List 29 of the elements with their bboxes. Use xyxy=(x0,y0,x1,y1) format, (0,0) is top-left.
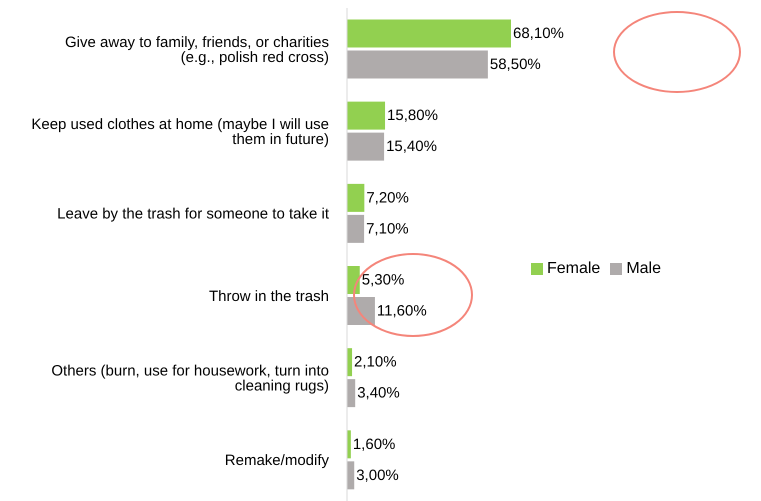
bar xyxy=(347,379,356,408)
y-tick-label: Others (burn, use for housework, turn into cleaning rugs) xyxy=(51,362,330,395)
data-label: 68,10% xyxy=(513,25,564,42)
data-label: 1,60% xyxy=(352,436,396,453)
bar xyxy=(347,430,351,458)
y-tick-label: Throw in the trash xyxy=(208,288,329,305)
bar xyxy=(347,184,364,212)
legend-label: Male xyxy=(626,260,661,277)
data-label: 2,10% xyxy=(354,354,397,371)
data-label: 3,00% xyxy=(356,466,399,484)
y-tick-label: Keep used clothes at home (maybe I will use them in future) xyxy=(31,116,329,148)
data-label: 7,10% xyxy=(366,220,409,238)
data-label: 5,30% xyxy=(362,272,404,289)
data-label: 7,20% xyxy=(366,189,409,206)
data-label: 3,40% xyxy=(357,384,400,402)
y-tick-label: Leave by the trash for someone to take it xyxy=(57,206,330,223)
bar xyxy=(347,214,364,243)
bar xyxy=(347,132,384,161)
data-label: 11,60% xyxy=(376,302,427,320)
legend-label: Female xyxy=(546,260,600,277)
bar xyxy=(347,50,488,79)
bar xyxy=(347,461,354,490)
data-label: 15,80% xyxy=(387,107,438,124)
y-tick-label: Give away to family, friends, or charities (e.g., polish red cross) xyxy=(65,34,330,66)
y-tick-label: Remake/modify xyxy=(224,452,330,470)
bar xyxy=(347,102,386,130)
data-label: 58,50% xyxy=(490,56,541,74)
bar xyxy=(347,20,511,48)
data-label: 15,40% xyxy=(386,138,437,156)
